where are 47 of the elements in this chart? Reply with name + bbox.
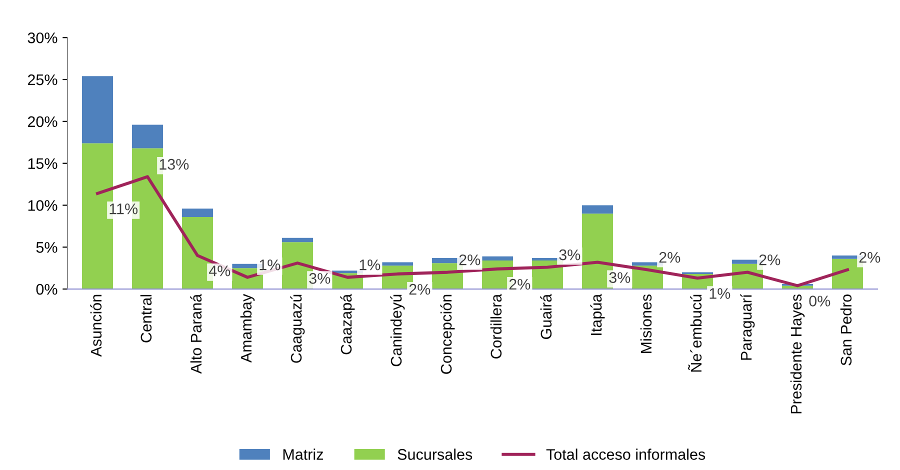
y-tick-label: 20% [28,116,58,128]
x-tick-label: Paraguarí [740,294,755,360]
bar [182,208,213,217]
y-tick-label: 30% [28,32,58,44]
data-label: 13% [160,158,189,170]
data-label: 2% [459,254,480,266]
x-tick-label: San Pedro [840,294,852,366]
x-tick-label: Alto Paraná [190,294,202,374]
data-label: 1% [260,260,280,270]
data-label: 1% [710,288,730,299]
x-tick-label: Asunción [90,294,102,357]
legend-label: Total acceso informales [546,448,706,460]
y-tick-label: 25% [28,74,58,86]
data-label: 3% [559,249,580,260]
y-tick-label: 10% [28,200,58,211]
x-tick-label: Guairá [540,294,552,339]
x-tick-label: Cordillera [490,294,502,359]
x-tick-label: Central [140,294,152,342]
x-tick-label: Presidente Hayes [790,294,805,414]
data-label: 1% [360,260,380,270]
data-label: 3% [609,272,630,283]
x-tick-label: Concepción [440,294,455,374]
x-tick-label: Canindeyú [390,294,405,366]
legend-label: Sucursales [398,448,472,460]
legend-label: Matriz [283,448,323,460]
y-tick-label: 5% [36,242,58,253]
bar [582,205,613,214]
data-label: 2% [859,252,880,263]
bar [82,76,113,144]
x-tick-label: Amambay [240,294,255,363]
x-tick-label: Caazapá [340,294,355,354]
x-tick-label: Misiones [640,294,652,353]
data-label: 2% [509,278,530,290]
data-label: 3% [309,273,330,284]
data-label: 2% [409,284,430,295]
data-label: 2% [759,254,780,266]
x-tick-label: Ñe´embucú [688,294,702,372]
y-tick-label: 15% [28,158,58,170]
data-label: 0% [809,296,830,306]
x-tick-label: Itapúa [590,294,605,335]
data-label: 2% [659,252,680,263]
bar [132,124,163,148]
bar [282,238,313,242]
y-tick-label: 0% [36,284,58,295]
data-label: 11% [110,204,138,214]
x-tick-label: Caaguazú [290,294,305,363]
data-label: 4% [208,266,230,276]
